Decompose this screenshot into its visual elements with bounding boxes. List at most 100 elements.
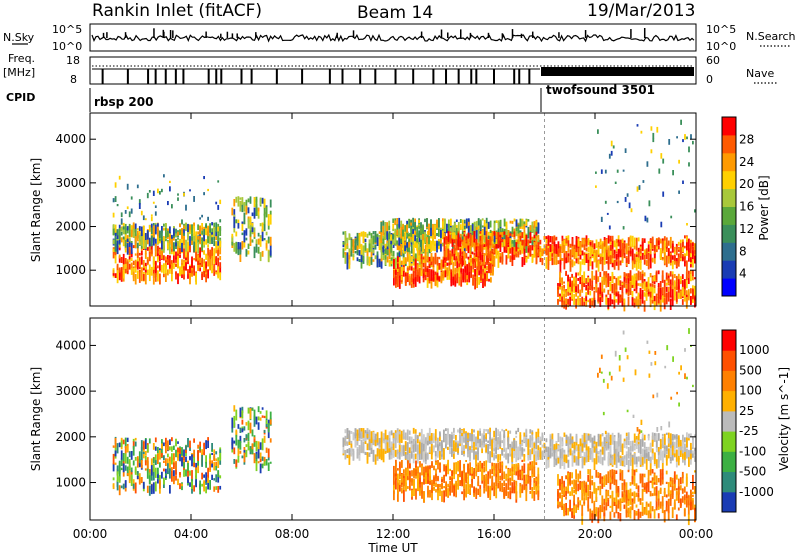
range-gate-cell	[437, 485, 439, 491]
range-gate-cell	[586, 254, 588, 263]
range-gate-cell	[488, 254, 490, 258]
range-gate-cell	[403, 430, 405, 439]
range-gate-cell	[495, 488, 497, 499]
range-gate-cell	[512, 227, 514, 234]
range-gate-cell	[626, 446, 628, 449]
range-gate-cell	[530, 245, 532, 257]
range-gate-cell	[428, 236, 430, 245]
range-gate-cell	[662, 270, 664, 280]
range-gate-cell	[266, 410, 268, 418]
range-gate-cell	[557, 287, 559, 290]
range-gate-cell	[510, 233, 512, 236]
range-gate-cell	[529, 435, 531, 445]
range-gate-cell	[462, 256, 464, 267]
range-gate-cell	[203, 474, 205, 477]
range-gate-cell	[353, 254, 355, 257]
range-gate-cell	[137, 231, 139, 241]
range-gate-cell	[423, 467, 425, 478]
range-gate-cell	[638, 456, 640, 461]
range-gate-cell	[654, 296, 656, 301]
range-gate-cell	[650, 239, 652, 242]
range-gate-cell	[129, 451, 131, 457]
range-gate-cell	[660, 222, 662, 228]
range-gate-cell	[666, 283, 668, 286]
range-gate-cell	[244, 447, 246, 450]
range-gate-cell	[133, 270, 135, 281]
range-gate-cell	[546, 236, 548, 239]
range-gate-cell	[497, 472, 499, 483]
range-gate-cell	[554, 460, 556, 468]
range-gate-cell	[690, 288, 692, 293]
range-gate-cell	[254, 410, 256, 421]
range-gate-cell	[201, 473, 203, 480]
range-gate-cell	[429, 447, 431, 453]
range-gate-cell	[207, 270, 209, 279]
range-gate-cell	[620, 276, 622, 279]
range-gate-cell	[179, 268, 181, 277]
range-gate-cell	[518, 249, 520, 252]
range-gate-cell	[640, 260, 642, 270]
range-gate-cell	[418, 224, 420, 226]
range-gate-cell	[433, 466, 435, 471]
range-gate-cell	[592, 256, 594, 258]
range-gate-cell	[642, 242, 644, 251]
range-gate-cell	[637, 186, 639, 191]
range-gate-cell	[393, 433, 395, 438]
range-gate-cell	[484, 227, 486, 235]
range-gate-cell	[213, 486, 215, 491]
range-gate-cell	[600, 434, 602, 445]
range-gate-cell	[626, 433, 628, 436]
range-gate-cell	[423, 477, 425, 479]
range-gate-cell	[388, 226, 390, 230]
range-gate-cell	[584, 452, 586, 457]
range-gate-cell	[131, 451, 133, 460]
range-gate-cell	[542, 445, 544, 448]
range-gate-cell	[546, 244, 548, 256]
range-gate-cell	[558, 241, 560, 247]
range-gate-cell	[191, 225, 193, 236]
range-gate-cell	[481, 471, 483, 481]
range-gate-cell	[266, 232, 268, 236]
range-gate-cell	[474, 278, 476, 290]
range-gate-cell	[187, 477, 189, 483]
range-gate-cell	[498, 245, 500, 249]
range-gate-cell	[452, 239, 454, 247]
range-gate-cell	[613, 145, 615, 148]
range-gate-cell	[651, 149, 653, 153]
range-gate-cell	[578, 239, 580, 247]
range-gate-cell	[602, 433, 604, 436]
range-gate-cell	[165, 444, 167, 453]
range-gate-cell	[409, 475, 411, 481]
range-gate-cell	[191, 270, 193, 273]
range-gate-cell	[197, 242, 199, 254]
range-gate-cell	[680, 120, 682, 125]
range-gate-cell	[474, 243, 476, 248]
range-gate-cell	[464, 273, 466, 283]
range-gate-cell	[189, 273, 191, 284]
range-gate-cell	[532, 222, 534, 233]
range-gate-cell	[588, 456, 590, 462]
range-gate-cell	[175, 271, 177, 279]
range-gate-cell	[443, 436, 445, 442]
range-gate-cell	[582, 435, 584, 444]
range-gate-cell	[403, 469, 405, 473]
range-gate-cell	[624, 272, 626, 277]
range-gate-cell	[435, 444, 437, 448]
range-gate-cell	[495, 477, 497, 486]
range-gate-cell	[258, 441, 260, 449]
range-gate-cell	[460, 268, 462, 272]
range-gate-cell	[608, 433, 610, 442]
range-gate-cell	[622, 457, 624, 461]
range-gate-cell	[403, 490, 405, 502]
range-gate-cell	[660, 281, 662, 287]
range-gate-cell	[464, 266, 466, 272]
range-gate-cell	[205, 254, 207, 260]
range-gate-cell	[466, 245, 468, 251]
range-gate-cell	[391, 447, 393, 455]
range-gate-cell	[469, 462, 471, 472]
range-gate-cell	[674, 289, 676, 301]
range-gate-cell	[353, 433, 355, 441]
range-gate-cell	[499, 481, 501, 488]
range-gate-cell	[564, 455, 566, 462]
range-gate-cell	[462, 246, 464, 252]
